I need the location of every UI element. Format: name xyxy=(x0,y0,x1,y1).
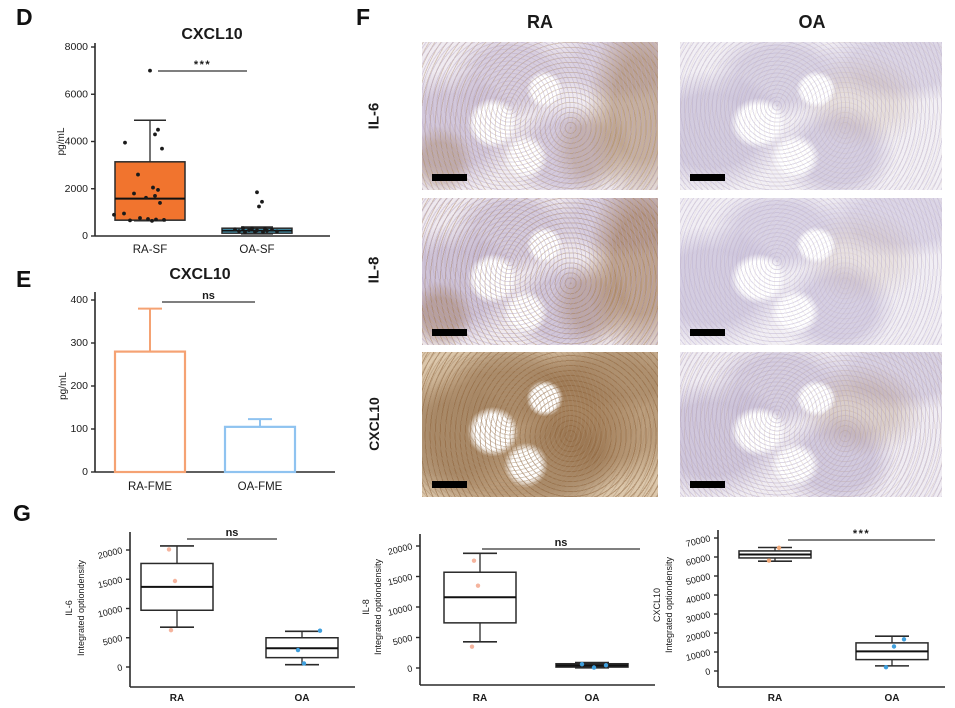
svg-text:RA: RA xyxy=(473,693,487,704)
f-row-label-il8: IL-8 xyxy=(365,256,383,284)
scale-bar xyxy=(690,481,725,488)
panel-label-f: F xyxy=(356,4,371,30)
svg-text:RA: RA xyxy=(170,693,184,704)
chart-svg-panel-D: 0 2000 4000 6000 8000 CXCL10 pg/mL RA-SF OA-SF **… xyxy=(56,26,330,256)
svg-text:70000: 70000 xyxy=(685,533,712,549)
scale-bar xyxy=(432,174,467,181)
svg-text:ns: ns xyxy=(555,537,568,549)
svg-text:20000: 20000 xyxy=(685,628,712,644)
svg-text:CXCL10: CXCL10 xyxy=(181,26,242,43)
f-column-header-oa: OA xyxy=(798,12,826,32)
svg-text:CXCL10: CXCL10 xyxy=(169,266,230,283)
svg-text:IL-8: IL-8 xyxy=(361,599,371,615)
svg-text:50000: 50000 xyxy=(685,571,712,587)
svg-text:Integrated optiondensity: Integrated optiondensity xyxy=(76,559,86,656)
panel-label-g: G xyxy=(13,500,31,526)
scale-bar xyxy=(432,481,467,488)
svg-text:4000: 4000 xyxy=(65,136,89,148)
scale-bar xyxy=(690,329,725,336)
f-row-label-il6: IL-6 xyxy=(365,102,383,130)
svg-text:0: 0 xyxy=(704,666,711,677)
f-row-label-cxcl10: CXCL10 xyxy=(366,397,382,451)
scale-bar xyxy=(690,174,725,181)
svg-text:300: 300 xyxy=(70,337,88,349)
svg-text:8000: 8000 xyxy=(65,41,89,53)
svg-text:pg/mL: pg/mL xyxy=(58,372,69,400)
svg-text:IL-6: IL-6 xyxy=(64,600,74,616)
micrograph-ra-il8 xyxy=(422,198,658,345)
svg-text:2000: 2000 xyxy=(65,183,89,195)
svg-text:6000: 6000 xyxy=(65,88,89,100)
f-column-header-ra: RA xyxy=(527,12,553,32)
svg-text:OA-FME: OA-FME xyxy=(238,481,283,493)
svg-text:0: 0 xyxy=(82,466,88,478)
svg-text:200: 200 xyxy=(70,380,88,392)
panel-g-boxplot-cxcl10: 0 10000 20000 30000 40000 50000 60000 70000 CXCL… xyxy=(650,510,955,708)
svg-text:OA: OA xyxy=(885,693,900,704)
svg-text:OA: OA xyxy=(585,693,600,704)
svg-text:ns: ns xyxy=(226,527,239,539)
svg-text:400: 400 xyxy=(70,294,88,306)
svg-text:***: *** xyxy=(194,59,211,71)
svg-text:0: 0 xyxy=(82,230,88,242)
micrograph-oa-il6 xyxy=(680,42,942,190)
panel-d-boxplot-cxcl10-sf: 0 2000 4000 6000 8000 CXCL10 pg/mL RA-SF OA-SF **… xyxy=(50,22,350,267)
svg-text:15000: 15000 xyxy=(387,572,414,588)
svg-text:OA-SF: OA-SF xyxy=(239,244,274,256)
svg-text:5000: 5000 xyxy=(392,633,414,648)
svg-text:CXCL10: CXCL10 xyxy=(652,588,662,622)
svg-text:20000: 20000 xyxy=(97,545,124,561)
svg-text:0: 0 xyxy=(116,662,123,673)
svg-text:40000: 40000 xyxy=(685,590,712,606)
svg-text:RA-FME: RA-FME xyxy=(128,481,172,493)
panel-e-barchart-cxcl10-fme: 0 100 200 300 400 CXCL10 pg/mL RA-FME OA-FME ns xyxy=(50,262,350,507)
micrograph-ra-il6 xyxy=(422,42,658,190)
chart-svg-panel-G-IL6: 0 5000 10000 15000 20000 IL-6 Integrated optio… xyxy=(64,527,355,704)
panel-g-boxplot-il8: 0 5000 10000 15000 20000 IL-8 Integrated optio… xyxy=(355,510,665,708)
svg-text:Integrated optiondensity: Integrated optiondensity xyxy=(373,558,383,655)
chart-svg-panel-G-IL8: 0 5000 10000 15000 20000 IL-8 Integrated optio… xyxy=(361,534,655,704)
svg-text:100: 100 xyxy=(70,423,88,435)
svg-text:5000: 5000 xyxy=(102,633,124,648)
svg-text:0: 0 xyxy=(406,663,413,674)
svg-text:10000: 10000 xyxy=(685,647,712,663)
svg-text:pg/mL: pg/mL xyxy=(56,127,67,155)
svg-text:ns: ns xyxy=(202,290,215,302)
panel-label-e: E xyxy=(16,266,32,292)
svg-text:Integrated optiondensity: Integrated optiondensity xyxy=(664,556,674,653)
micrograph-oa-cxcl10 xyxy=(680,352,942,497)
svg-text:10000: 10000 xyxy=(97,604,124,620)
svg-text:20000: 20000 xyxy=(387,541,414,557)
svg-text:OA: OA xyxy=(295,693,310,704)
svg-text:RA-SF: RA-SF xyxy=(133,244,168,256)
svg-text:***: *** xyxy=(853,528,870,540)
chart-svg-panel-E: 0 100 200 300 400 CXCL10 pg/mL RA-FME OA-FME ns xyxy=(58,266,335,493)
svg-text:15000: 15000 xyxy=(97,574,124,590)
micrograph-oa-il8 xyxy=(680,198,942,345)
svg-text:30000: 30000 xyxy=(685,609,712,625)
panel-label-d: D xyxy=(16,4,33,30)
micrograph-ra-cxcl10 xyxy=(422,352,658,497)
svg-text:10000: 10000 xyxy=(387,602,414,618)
svg-text:RA: RA xyxy=(768,693,782,704)
svg-text:60000: 60000 xyxy=(685,552,712,568)
panel-g-boxplot-il6: 0 5000 10000 15000 20000 IL-6 Integrated optio… xyxy=(50,510,370,708)
scale-bar xyxy=(432,329,467,336)
chart-svg-panel-G-CXCL10: 0 10000 20000 30000 40000 50000 60000 70000 CXCL… xyxy=(652,528,945,704)
